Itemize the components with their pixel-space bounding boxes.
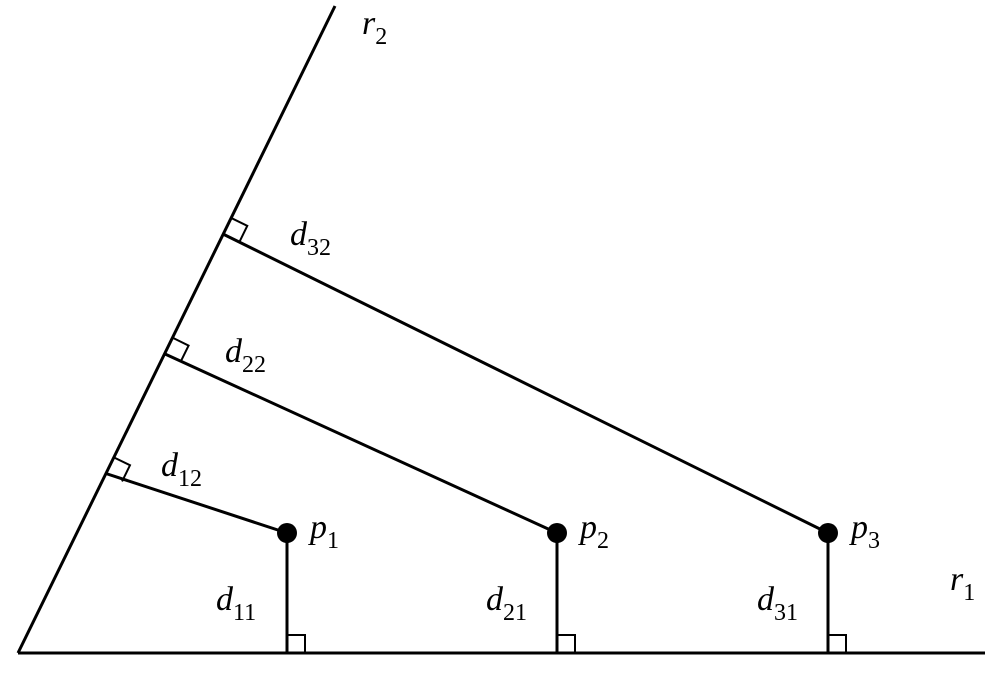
- label-p2: p2: [578, 509, 609, 554]
- right-angle-d31: [828, 635, 846, 653]
- perp-d22: [165, 354, 558, 533]
- right-angle-d11: [287, 635, 305, 653]
- perp-d32: [223, 234, 828, 533]
- label-d32: d32: [290, 216, 331, 261]
- label-d22: d22: [225, 333, 266, 378]
- point-p3: [818, 523, 838, 543]
- label-d12: d12: [161, 447, 202, 492]
- label-p1: p1: [308, 509, 339, 554]
- label-r2: r2: [362, 5, 387, 50]
- label-d11: d11: [216, 581, 256, 626]
- point-p1: [277, 523, 297, 543]
- label-r1: r1: [950, 561, 975, 606]
- point-p2: [547, 523, 567, 543]
- label-p3: p3: [849, 509, 880, 554]
- label-d21: d21: [486, 581, 527, 626]
- label-d31: d31: [757, 581, 798, 626]
- right-angle-d21: [557, 635, 575, 653]
